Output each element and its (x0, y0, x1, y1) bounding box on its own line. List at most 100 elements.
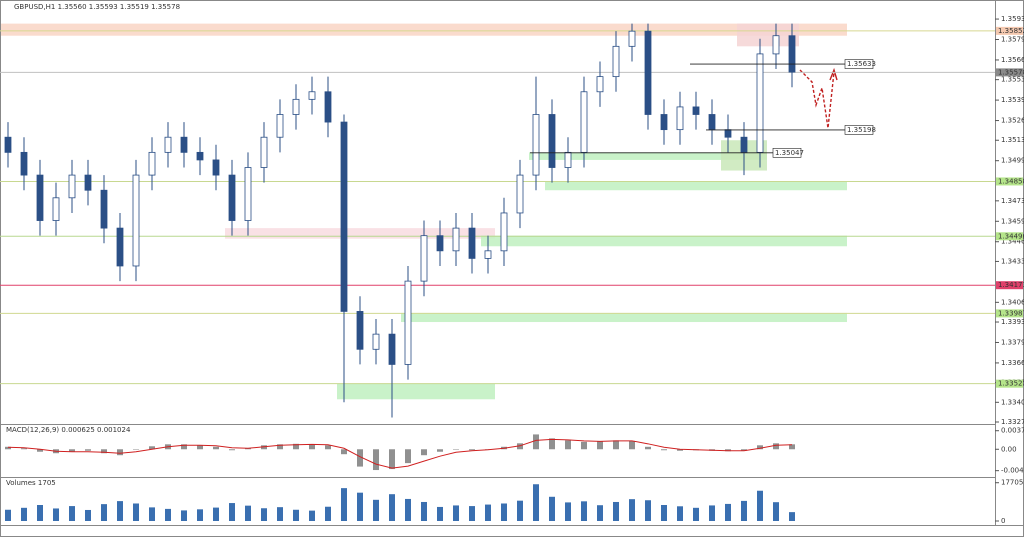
volume-bar (85, 509, 91, 521)
candle-body (260, 136, 268, 168)
macd-bar (117, 449, 123, 456)
macd-bar (613, 440, 619, 450)
candle-body (740, 136, 748, 153)
y-tick-label: 1.33270 (1001, 418, 1024, 426)
candle-body (772, 35, 780, 55)
volume-bar (373, 499, 379, 521)
candle-body (228, 174, 236, 221)
candle-body (308, 91, 316, 100)
macd-bar (37, 449, 43, 452)
y-tick-label: 1.34060 (1001, 298, 1024, 306)
volume-bar (5, 509, 11, 521)
volume-bar (357, 492, 363, 521)
candle-body (244, 167, 252, 221)
zone (737, 23, 799, 47)
macd-bar (213, 446, 219, 450)
zone (481, 235, 847, 247)
zone (401, 312, 847, 323)
level-label-bg (996, 309, 1023, 318)
y-tick-label: 1.35795 (1001, 36, 1024, 44)
macd-bar (229, 449, 235, 451)
volume-bar (485, 504, 491, 521)
candle-body (660, 114, 668, 131)
macd-bar (133, 449, 139, 450)
macd-bar (421, 449, 427, 456)
volume-bar (565, 502, 571, 521)
candle-body (692, 106, 700, 115)
y-tick-label: 1.35660 (1001, 56, 1024, 64)
y-tick-label: 1.34995 (1001, 157, 1024, 165)
level-label-bg (996, 281, 1023, 290)
volume-bar (693, 507, 699, 521)
volume-bar (277, 507, 283, 521)
candle-body (100, 189, 108, 229)
volume-bar (677, 506, 683, 521)
volume-bar (405, 498, 411, 521)
volume-bar (421, 501, 427, 521)
candle-body (340, 121, 348, 312)
volume-bar (549, 496, 555, 521)
level-label: 1.34173 (998, 281, 1024, 289)
volume-bar (53, 508, 59, 521)
macd-bar (453, 449, 459, 450)
annotation-box (844, 59, 874, 69)
zone (545, 181, 847, 191)
candle-body (724, 129, 732, 138)
volume-bar (613, 501, 619, 521)
level-label-bg (996, 177, 1023, 186)
volume-bar (389, 494, 395, 521)
candle-body (676, 106, 684, 131)
volume-bar (757, 490, 763, 521)
candle-body (372, 333, 380, 350)
level-label: 1.35852 (998, 27, 1024, 35)
candle-body (36, 174, 44, 221)
level-label: 1.35578 (998, 68, 1024, 76)
macd-bar (629, 440, 635, 450)
candle-body (708, 114, 716, 131)
y-tick-label: 1.34730 (1001, 197, 1024, 205)
volume-bar (149, 507, 155, 521)
level-label-bg (996, 379, 1023, 388)
macd-bar (581, 441, 587, 450)
y-tick-label: 0.00 (1001, 445, 1017, 453)
volume-bar (165, 508, 171, 521)
level-label: 1.33987 (998, 309, 1024, 317)
volume-bar (773, 502, 779, 521)
arrow-head (829, 67, 838, 81)
candle-body (388, 333, 396, 365)
macd-bar (645, 446, 651, 450)
macd-bar (85, 449, 91, 451)
y-tick-label: 1.35260 (1001, 117, 1024, 125)
candle-body (596, 76, 604, 93)
candle-body (516, 174, 524, 214)
macd-bar (325, 445, 331, 450)
y-tick-label: 1.34595 (1001, 217, 1024, 225)
volume-bar (341, 488, 347, 521)
annotation-label: 1.35198 (847, 126, 876, 134)
y-tick-label: 1.34460 (1001, 238, 1024, 246)
macd-bar (373, 449, 379, 471)
zone (337, 383, 495, 400)
y-tick-label: 1.35930 (1001, 15, 1024, 23)
candle-body (468, 227, 476, 259)
volume-bar (117, 501, 123, 521)
volume-bar (517, 500, 523, 521)
macd-bar (293, 443, 299, 450)
candle-body (4, 136, 12, 153)
macd-bar (181, 444, 187, 450)
annotation-box (772, 148, 802, 158)
forecast-arrows (799, 67, 838, 129)
volume-bar (469, 506, 475, 521)
candle-body (484, 250, 492, 259)
volume-bar (581, 501, 587, 521)
macd-signal (7, 438, 793, 469)
y-tick-label: 1.35395 (1001, 96, 1024, 104)
macd-bar (389, 449, 395, 470)
volume-bar (293, 509, 299, 521)
zone (529, 152, 767, 160)
annotation-label: 1.35047 (775, 149, 804, 157)
candle-body (356, 311, 364, 350)
y-tick-label: 1.33400 (1001, 398, 1024, 406)
